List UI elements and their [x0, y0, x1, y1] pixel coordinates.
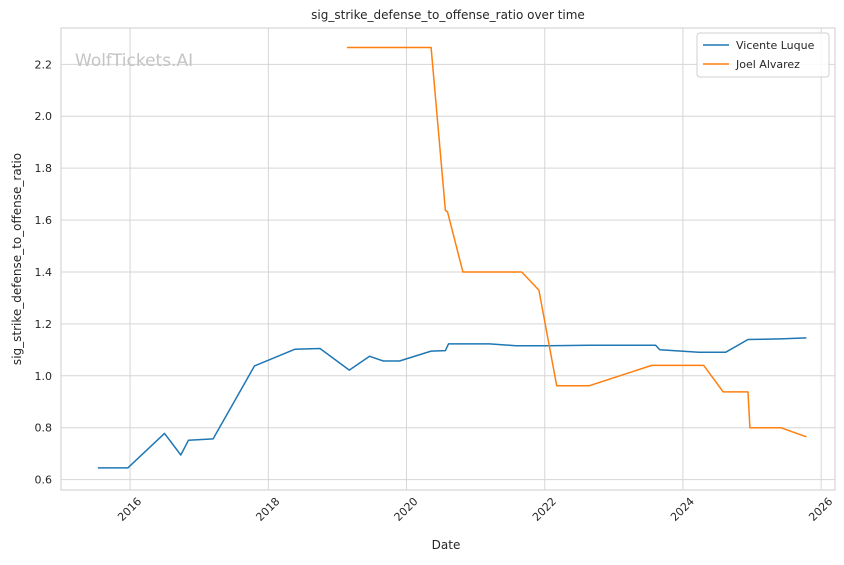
- series-line-joel-alvarez: [346, 46, 807, 438]
- y-tick-label: 1.0: [35, 370, 53, 383]
- grid: [61, 28, 835, 490]
- y-tick-label: 2.2: [35, 58, 53, 71]
- x-tick-label: 2018: [253, 495, 282, 524]
- series-lines: [97, 46, 807, 469]
- x-tick-label: 2026: [806, 495, 835, 524]
- y-tick-label: 1.6: [35, 214, 53, 227]
- legend: Vicente Luque Joel Alvarez: [696, 32, 830, 78]
- x-tick-label: 2024: [668, 495, 697, 524]
- y-tick-label: 0.8: [35, 422, 53, 435]
- plot-area: [60, 27, 836, 491]
- x-tick-label: 2016: [115, 495, 144, 524]
- x-tick-label: 2022: [530, 495, 559, 524]
- legend-label-joel-alvarez: Joel Alvarez: [735, 58, 800, 71]
- chart-title: sig_strike_defense_to_offense_ratio over…: [311, 8, 585, 22]
- legend-box: [696, 32, 830, 78]
- y-tick-label: 0.6: [35, 474, 53, 487]
- legend-label-vicente-luque: Vicente Luque: [736, 39, 815, 52]
- x-tick-label: 2020: [392, 495, 421, 524]
- watermark: WolfTickets.AI: [75, 51, 193, 71]
- series-line-vicente-luque: [97, 337, 807, 469]
- y-tick-label: 1.2: [35, 318, 53, 331]
- y-tick-label: 1.4: [35, 266, 53, 279]
- y-tick-label: 2.0: [35, 110, 53, 123]
- y-axis-label: sig_strike_defense_to_offense_ratio: [10, 153, 24, 365]
- x-axis-label: Date: [432, 538, 461, 552]
- y-tick-label: 1.8: [35, 162, 53, 175]
